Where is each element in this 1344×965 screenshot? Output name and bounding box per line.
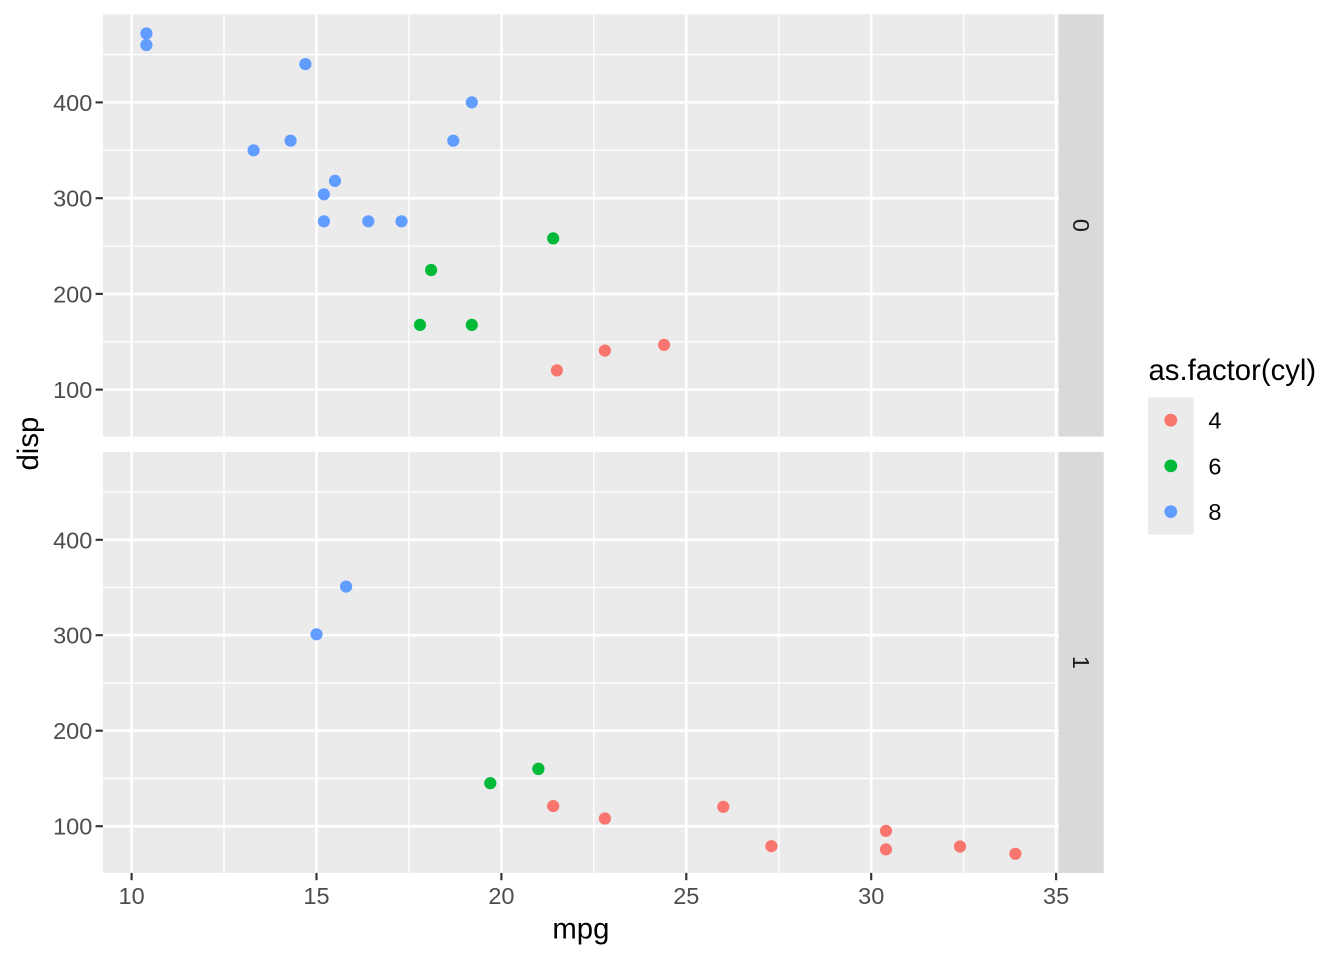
svg-text:6: 6 [1208, 453, 1221, 479]
svg-text:disp: disp [12, 417, 45, 471]
svg-text:10: 10 [119, 883, 145, 909]
svg-text:200: 200 [53, 718, 92, 744]
svg-text:200: 200 [53, 281, 92, 307]
svg-text:400: 400 [53, 527, 92, 553]
svg-text:25: 25 [673, 883, 699, 909]
svg-text:8: 8 [1208, 499, 1221, 525]
svg-text:35: 35 [1043, 883, 1069, 909]
svg-text:300: 300 [53, 623, 92, 649]
svg-text:1: 1 [1068, 656, 1094, 669]
svg-text:15: 15 [303, 883, 329, 909]
svg-text:mpg: mpg [552, 913, 609, 946]
svg-text:100: 100 [53, 377, 92, 403]
svg-text:0: 0 [1068, 219, 1094, 232]
svg-text:300: 300 [53, 186, 92, 212]
svg-text:as.factor(cyl): as.factor(cyl) [1149, 354, 1317, 387]
svg-text:100: 100 [53, 814, 92, 840]
svg-text:400: 400 [53, 90, 92, 116]
svg-text:30: 30 [858, 883, 884, 909]
svg-text:4: 4 [1208, 408, 1221, 434]
svg-text:20: 20 [488, 883, 514, 909]
